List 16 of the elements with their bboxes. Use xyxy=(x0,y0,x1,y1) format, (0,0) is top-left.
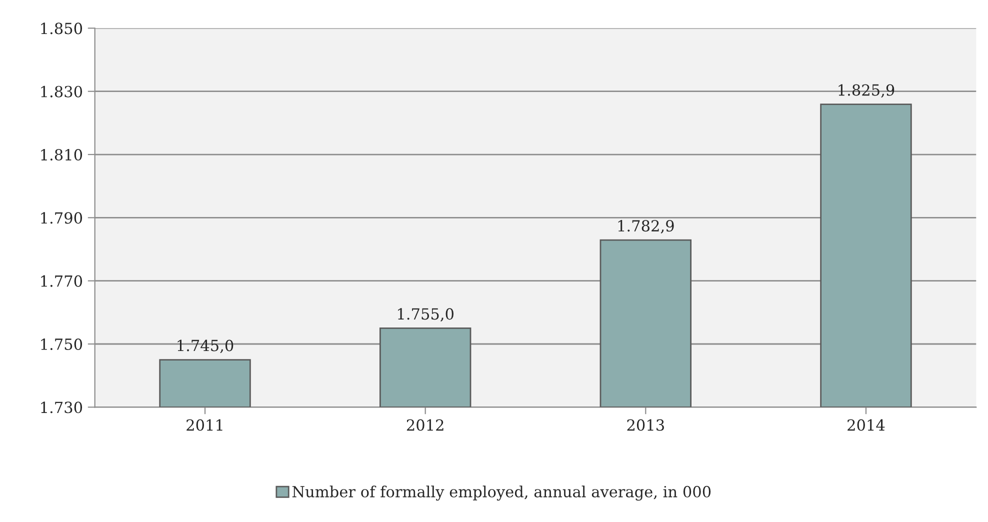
y-tick-label: 1.850 xyxy=(41,22,82,34)
y-tick-label: 1.790 xyxy=(41,212,82,224)
data-label: 1.745,0 xyxy=(178,340,234,354)
y-tick-label: 1.810 xyxy=(41,148,82,161)
x-tick-label: 2011 xyxy=(186,419,222,431)
x-tick-label: 2012 xyxy=(406,419,444,431)
y-tick-label: 1.750 xyxy=(41,338,82,350)
y-tick-label: 1.830 xyxy=(41,86,82,98)
data-label: 1.782,9 xyxy=(618,220,674,234)
y-tick-label: 1.730 xyxy=(41,402,82,414)
x-tick-label: 2014 xyxy=(848,419,885,431)
x-tick-label: 2013 xyxy=(627,419,664,431)
data-label: 1.825,9 xyxy=(838,84,894,98)
legend-label: Number of formally employed, annual average, in 000 xyxy=(292,486,711,501)
y-tick-label: 1.770 xyxy=(41,275,82,287)
data-label: 1.755,0 xyxy=(398,308,454,322)
